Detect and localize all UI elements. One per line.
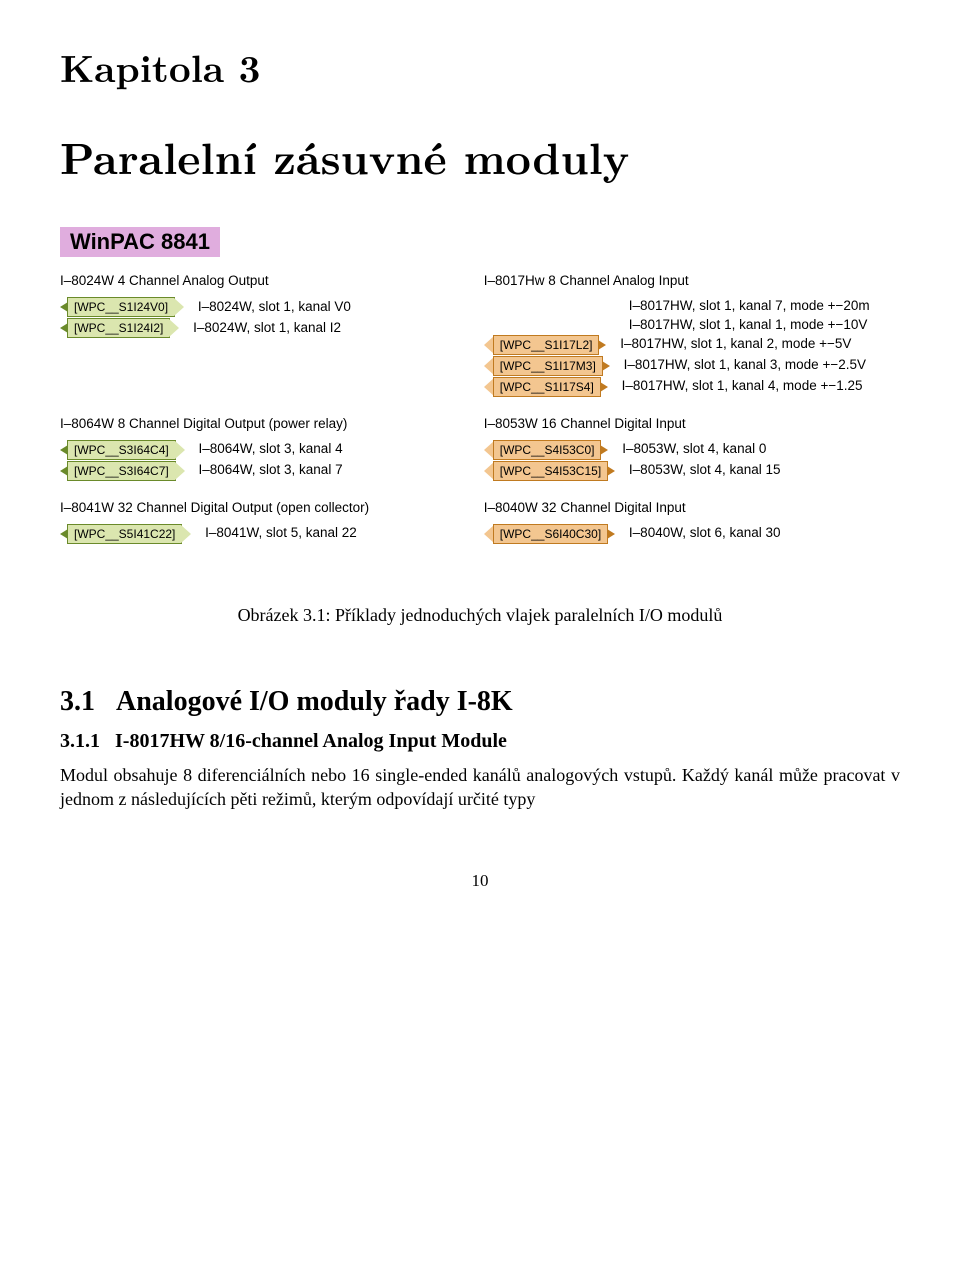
group-1: I–8024W 4 Channel Analog Output I–8017Hw… — [60, 273, 900, 398]
output-flag-icon: [WPC__S1I17S4] — [484, 377, 608, 395]
group-3: I–8041W 32 Channel Digital Output (open … — [60, 500, 900, 545]
flag-row: [WPC__S6I40C30] I–8040W, slot 6, kanal 3… — [484, 524, 781, 542]
flag-desc: I–8017HW, slot 1, kanal 4, mode +−1.25 — [622, 378, 863, 393]
flag-row: [WPC__S5I41C22] I–8041W, slot 5, kanal 2… — [60, 524, 480, 542]
flag-row: [WPC__S1I24I2] I–8024W, slot 1, kanal I2 — [60, 318, 480, 336]
chapter-label: Kapitola 3 — [60, 40, 900, 94]
flag-row: [WPC__S4I53C0] I–8053W, slot 4, kanal 0 — [484, 440, 781, 458]
group1-right-header: I–8017Hw 8 Channel Analog Input — [484, 273, 689, 288]
flag-desc: I–8017HW, slot 1, kanal 2, mode +−5V — [620, 336, 851, 351]
subsection-number: 3.1.1 — [60, 730, 100, 752]
flag-desc: I–8053W, slot 4, kanal 15 — [629, 462, 781, 477]
figure-caption: Obrázek 3.1: Příklady jednoduchých vlaje… — [60, 605, 900, 626]
winpac-label: WinPAC 8841 — [60, 227, 220, 257]
flag-row: [WPC__S4I53C15] I–8053W, slot 4, kanal 1… — [484, 461, 781, 479]
group1-left-header: I–8024W 4 Channel Analog Output — [60, 273, 480, 288]
group2-left-header: I–8064W 8 Channel Digital Output (power … — [60, 416, 480, 431]
flag-desc: I–8040W, slot 6, kanal 30 — [629, 525, 781, 540]
subsection-title: I-8017HW 8/16-channel Analog Input Modul… — [115, 730, 507, 752]
desc-row: I–8017HW, slot 1, kanal 7, mode +−20m — [484, 297, 870, 313]
group3-left-header: I–8041W 32 Channel Digital Output (open … — [60, 500, 480, 515]
flag-desc: I–8064W, slot 3, kanal 4 — [198, 441, 342, 456]
section-title: Analogové I/O moduly řady I-8K — [116, 686, 513, 717]
flag-row: [WPC__S3I64C4] I–8064W, slot 3, kanal 4 — [60, 440, 480, 458]
output-flag-icon: [WPC__S6I40C30] — [484, 524, 615, 542]
diagram-block: WinPAC 8841 I–8024W 4 Channel Analog Out… — [60, 227, 900, 545]
flag-desc: I–8017HW, slot 1, kanal 3, mode +−2.5V — [624, 357, 866, 372]
flag-row: [WPC__S1I17S4] I–8017HW, slot 1, kanal 4… — [484, 377, 870, 395]
desc-row: I–8017HW, slot 1, kanal 1, mode +−10V — [484, 316, 870, 332]
output-flag-icon: [WPC__S4I53C0] — [484, 440, 609, 458]
section-heading: 3.1 Analogové I/O moduly řady I-8K — [60, 686, 900, 718]
output-flag-icon: [WPC__S1I17M3] — [484, 356, 610, 374]
flag-desc: I–8053W, slot 4, kanal 0 — [622, 441, 766, 456]
input-flag-icon: [WPC__S3I64C4] — [60, 440, 185, 458]
input-flag-icon: [WPC__S1I24I2] — [60, 318, 179, 336]
flag-row: [WPC__S1I17L2] I–8017HW, slot 1, kanal 2… — [484, 335, 870, 353]
chapter-title: Paralelní zásuvné moduly — [60, 124, 900, 187]
flag-row: [WPC__S3I64C7] I–8064W, slot 3, kanal 7 — [60, 461, 480, 479]
body-paragraph: Modul obsahuje 8 diferenciálních nebo 16… — [60, 763, 900, 812]
page-number: 10 — [60, 871, 900, 891]
output-flag-icon: [WPC__S1I17L2] — [484, 335, 607, 353]
flag-desc: I–8024W, slot 1, kanal I2 — [193, 320, 341, 335]
input-flag-icon: [WPC__S3I64C7] — [60, 461, 185, 479]
section-number: 3.1 — [60, 686, 95, 717]
subsection-heading: 3.1.1 I-8017HW 8/16-channel Analog Input… — [60, 730, 900, 753]
flag-desc: I–8064W, slot 3, kanal 7 — [198, 462, 342, 477]
output-flag-icon: [WPC__S4I53C15] — [484, 461, 615, 479]
flag-desc: I–8041W, slot 5, kanal 22 — [205, 525, 357, 540]
group2-right-header: I–8053W 16 Channel Digital Input — [484, 416, 686, 431]
input-flag-icon: [WPC__S5I41C22] — [60, 524, 191, 542]
flag-desc: I–8024W, slot 1, kanal V0 — [198, 299, 351, 314]
input-flag-icon: [WPC__S1I24V0] — [60, 297, 184, 315]
flag-row: [WPC__S1I17M3] I–8017HW, slot 1, kanal 3… — [484, 356, 870, 374]
group-2: I–8064W 8 Channel Digital Output (power … — [60, 416, 900, 482]
flag-row: [WPC__S1I24V0] I–8024W, slot 1, kanal V0 — [60, 297, 480, 315]
group3-right-header: I–8040W 32 Channel Digital Input — [484, 500, 686, 515]
